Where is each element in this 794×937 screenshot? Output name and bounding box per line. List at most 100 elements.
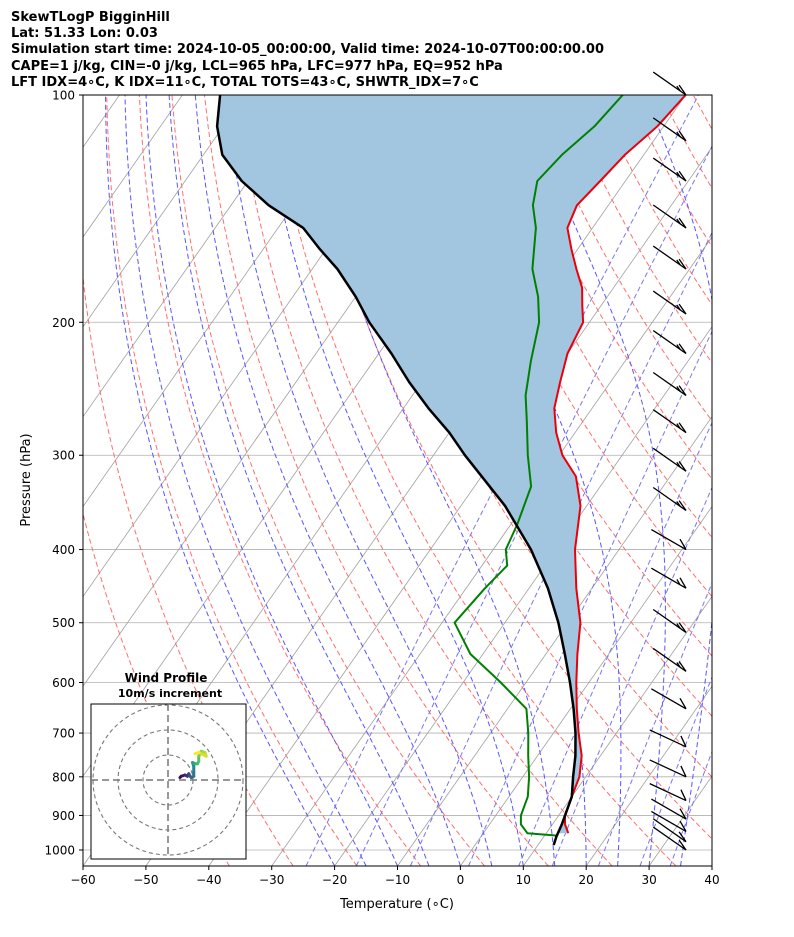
barb-flag xyxy=(678,385,687,396)
barb-flag xyxy=(678,217,687,229)
barb-shaft xyxy=(652,371,687,396)
header-times: Simulation start time: 2024-10-05_00:00:… xyxy=(11,42,604,58)
y-tick-label: 800 xyxy=(52,770,75,784)
barb-half-flag xyxy=(676,662,681,668)
dry-adiabat xyxy=(106,95,358,866)
mixing-ratio-line xyxy=(409,231,712,866)
barb-flag xyxy=(680,735,687,748)
barb-shaft xyxy=(651,688,687,710)
isotherm xyxy=(397,416,712,866)
barb-flag xyxy=(678,130,687,142)
mixing-ratio-line xyxy=(639,675,712,866)
isotherm xyxy=(585,685,712,866)
barb-flag xyxy=(678,303,687,315)
dry-adiabat xyxy=(627,95,712,248)
barb-shaft xyxy=(652,826,687,851)
y-tick-label: 200 xyxy=(52,316,75,330)
barb-shaft xyxy=(652,245,687,270)
hodograph-inset: Wind Profile 10m/s increment xyxy=(90,671,247,860)
wind-barb xyxy=(649,783,687,802)
barb-half-flag xyxy=(676,386,681,392)
barb-shaft xyxy=(651,810,687,833)
wind-barb xyxy=(649,759,687,778)
wind-barb xyxy=(652,647,687,672)
wind-barb xyxy=(652,290,687,315)
barb-shaft xyxy=(652,71,687,96)
dry-adiabat xyxy=(83,511,230,866)
barb-half-flag xyxy=(676,623,681,629)
wind-barb xyxy=(652,608,687,633)
y-axis-label: Pressure (hPa) xyxy=(19,433,34,526)
isotherm xyxy=(522,595,712,866)
barb-shaft xyxy=(652,818,687,843)
wind-barb xyxy=(652,409,687,434)
y-axis-ticks: 100 200 300 400 500 600 700 800 900 1000 xyxy=(44,89,83,858)
dry-adiabat xyxy=(301,95,712,840)
barb-flag xyxy=(679,538,687,550)
isotherm xyxy=(711,865,712,866)
hodograph-title: Wind Profile xyxy=(125,671,208,685)
wind-barb xyxy=(649,729,687,748)
wind-barb xyxy=(651,688,687,710)
dry-adiabat xyxy=(758,95,794,866)
temperature-line xyxy=(553,95,687,834)
wind-barb xyxy=(652,826,687,851)
profile-series xyxy=(215,95,687,846)
barb-shaft xyxy=(651,798,687,820)
barb-shaft xyxy=(649,783,687,802)
barb-flag xyxy=(680,789,687,801)
dry-adiabat xyxy=(464,95,712,539)
hodograph-segment xyxy=(193,751,201,756)
x-tick-label: −10 xyxy=(385,873,410,887)
y-tick-label: 500 xyxy=(52,616,75,630)
dry-adiabat xyxy=(171,95,485,866)
barb-shaft xyxy=(649,729,687,748)
y-tick-label: 700 xyxy=(52,727,75,741)
wind-barb xyxy=(652,447,687,472)
wind-barb xyxy=(651,528,687,551)
barb-shaft xyxy=(651,567,687,589)
dry-adiabat xyxy=(236,95,613,866)
moist-adiabat xyxy=(194,95,461,866)
x-tick-label: −40 xyxy=(196,873,221,887)
barb-half-flag xyxy=(676,171,681,178)
wind-barb xyxy=(652,204,687,229)
barb-flag xyxy=(679,820,687,832)
moist-adiabat xyxy=(304,95,556,866)
x-tick-label: 0 xyxy=(457,873,465,887)
x-tick-label: −20 xyxy=(322,873,347,887)
dry-adiabat xyxy=(692,95,712,131)
barb-half-flag xyxy=(676,344,681,350)
hodograph-subtitle: 10m/s increment xyxy=(118,687,222,700)
barb-shaft xyxy=(652,330,687,355)
isotherm xyxy=(83,95,372,508)
x-tick-label: 30 xyxy=(641,873,656,887)
dry-adiabat xyxy=(660,95,712,190)
barb-flag xyxy=(679,698,687,710)
x-tick-label: −50 xyxy=(133,873,158,887)
x-tick-label: −30 xyxy=(259,873,284,887)
mixing-ratio-line xyxy=(551,486,712,866)
barb-flag xyxy=(679,577,687,589)
dry-adiabat xyxy=(83,272,294,866)
barb-half-flag xyxy=(676,501,681,507)
wind-barb xyxy=(652,371,687,396)
x-tick-label: 20 xyxy=(579,873,594,887)
barb-half-flag xyxy=(676,85,681,92)
wind-barbs xyxy=(649,71,687,851)
barb-flag xyxy=(678,343,687,354)
barb-flag xyxy=(678,839,687,851)
moist-adiabat xyxy=(644,95,712,866)
wind-barb xyxy=(651,798,687,820)
mixing-ratio-line xyxy=(355,145,712,866)
barb-half-flag xyxy=(676,304,681,311)
moist-adiabat xyxy=(124,95,367,866)
barb-flag xyxy=(678,831,687,843)
wind-barb xyxy=(652,245,687,270)
moist-adiabat xyxy=(105,95,336,866)
isotherm xyxy=(83,95,183,238)
y-tick-label: 1000 xyxy=(44,844,75,858)
wind-barb xyxy=(652,71,687,96)
isotherm xyxy=(83,95,246,328)
barb-flag xyxy=(679,808,687,820)
